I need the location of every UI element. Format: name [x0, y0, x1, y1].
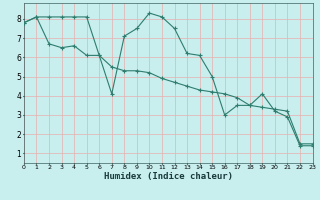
X-axis label: Humidex (Indice chaleur): Humidex (Indice chaleur): [104, 172, 233, 181]
